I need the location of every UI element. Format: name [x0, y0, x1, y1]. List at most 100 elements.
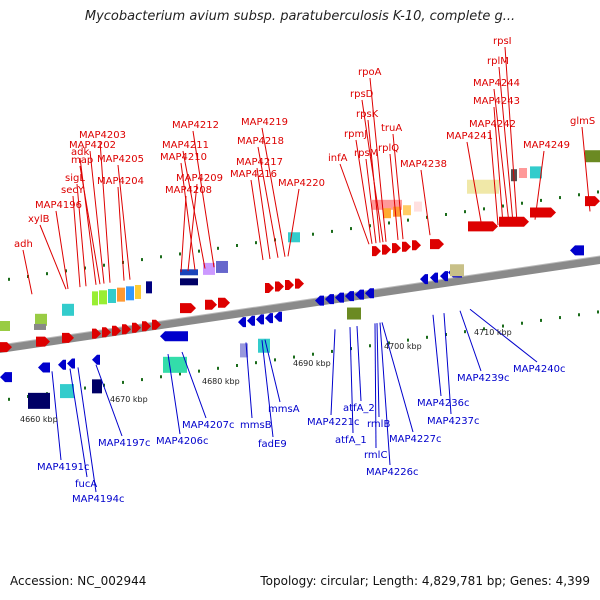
reverse-gene-leader: [77, 367, 97, 493]
reverse-gene-arrow: [67, 358, 75, 369]
forward-gene-label: MAP4205: [97, 154, 144, 165]
forward-gene-label: MAP4204: [97, 176, 144, 187]
forward-gene-leader: [261, 127, 286, 257]
forward-gene-label: MAP4238: [400, 159, 447, 170]
track-dot: [407, 338, 409, 342]
reverse-gene-label: MAP4239c: [457, 373, 509, 384]
gene-feature-block: [180, 278, 198, 286]
track-dot: [578, 313, 580, 317]
forward-gene-label: rpsK: [356, 109, 379, 120]
track-dot: [179, 252, 181, 256]
track-dot: [141, 258, 143, 262]
forward-gene-arrow: [122, 324, 131, 335]
reverse-gene-label: MAP4206c: [156, 436, 208, 447]
forward-gene-leader: [117, 164, 131, 280]
forward-gene-label: MAP4208: [165, 185, 212, 196]
reverse-gene-arrow: [247, 315, 255, 326]
forward-gene-arrow: [92, 328, 101, 339]
forward-gene-arrow: [382, 244, 391, 255]
forward-gene-label: infA: [328, 153, 348, 164]
gene-feature-block: [135, 284, 141, 299]
kbp-tick-label: 4700 kbp: [384, 342, 422, 351]
reverse-gene-arrow: [265, 313, 273, 324]
gene-feature-block: [393, 206, 401, 217]
track-dot: [445, 332, 447, 336]
forward-gene-arrow: [36, 336, 50, 347]
footer: Accession: NC_002944 Topology: circular;…: [0, 574, 600, 594]
reverse-gene-label: mmsB: [240, 420, 272, 431]
track-dot: [521, 201, 523, 205]
forward-gene-label: rplQ: [378, 143, 399, 154]
forward-gene-label: xylB: [28, 214, 50, 225]
reverse-gene-arrow: [420, 274, 428, 285]
forward-gene-label: rpoA: [358, 67, 382, 78]
gene-feature-block: [258, 338, 270, 353]
reverse-gene-label: mmsA: [268, 404, 300, 415]
forward-gene-arrow: [412, 240, 421, 251]
track-dot: [198, 249, 200, 253]
track-dot: [160, 255, 162, 259]
track-dot: [141, 378, 143, 382]
forward-gene-arrow: [0, 342, 12, 353]
forward-gene-arrow: [180, 303, 196, 314]
forward-gene-label: rpsI: [493, 36, 512, 47]
forward-gene-leader: [498, 66, 514, 223]
track-dot: [445, 212, 447, 216]
reverse-gene-label: fadE9: [258, 439, 287, 450]
forward-gene-leader: [180, 195, 187, 273]
track-dot: [274, 358, 276, 362]
forward-gene-label: rpmJ: [344, 129, 367, 140]
gene-feature-block: [216, 260, 228, 273]
forward-gene-arrow: [499, 216, 529, 227]
forward-gene-arrow: [275, 281, 284, 292]
forward-gene-leader: [192, 130, 215, 268]
forward-gene-label: MAP4203: [79, 130, 126, 141]
forward-gene-arrow: [285, 280, 294, 291]
forward-gene-arrow: [218, 297, 230, 308]
forward-gene-arrow: [142, 321, 151, 332]
track-dot: [388, 221, 390, 225]
forward-gene-leader: [355, 139, 373, 244]
reverse-gene-label: MAP4194c: [72, 494, 124, 505]
gene-feature-block: [450, 264, 464, 277]
gene-feature-block: [99, 290, 107, 305]
reverse-gene-leader: [459, 310, 482, 372]
track-dot: [540, 198, 542, 202]
forward-gene-arrow: [430, 239, 444, 250]
forward-gene-leader: [369, 77, 387, 242]
forward-gene-leader: [466, 141, 483, 228]
forward-gene-label: map: [71, 155, 93, 166]
forward-gene-label: rplM: [487, 56, 509, 67]
forward-gene-label: MAP4220: [278, 178, 325, 189]
track-dot: [483, 207, 485, 211]
reverse-gene-arrow: [335, 292, 344, 303]
forward-gene-label: MAP4209: [176, 173, 223, 184]
gene-feature-block: [0, 321, 10, 331]
reverse-gene-label: MAP4226c: [366, 467, 418, 478]
reverse-gene-arrow: [570, 245, 584, 256]
reverse-gene-label: MAP4191c: [37, 462, 89, 473]
forward-gene-leader: [79, 165, 101, 285]
forward-gene-label: MAP4196: [35, 200, 82, 211]
gene-feature-block: [530, 166, 542, 179]
reverse-gene-arrow: [365, 288, 374, 299]
track-dot: [236, 363, 238, 367]
gene-feature-block: [240, 343, 248, 358]
reverse-gene-leader: [167, 354, 181, 435]
track-dot: [597, 310, 599, 314]
forward-gene-arrow: [392, 243, 401, 254]
kbp-tick-label: 4690 kbp: [293, 359, 331, 368]
forward-gene-leader: [117, 186, 125, 281]
reverse-gene-arrow: [440, 271, 448, 282]
forward-gene-leader: [339, 163, 370, 245]
forward-gene-leader: [489, 129, 499, 226]
reverse-gene-label: MAP4207c: [182, 420, 234, 431]
track-dot: [84, 266, 86, 270]
track-dot: [597, 190, 599, 194]
forward-gene-label: rpsM: [354, 148, 378, 159]
track-dot: [464, 210, 466, 214]
track-dot: [103, 263, 105, 267]
track-dot: [407, 218, 409, 222]
gene-feature-block: [28, 392, 50, 409]
track-dot: [369, 224, 371, 228]
